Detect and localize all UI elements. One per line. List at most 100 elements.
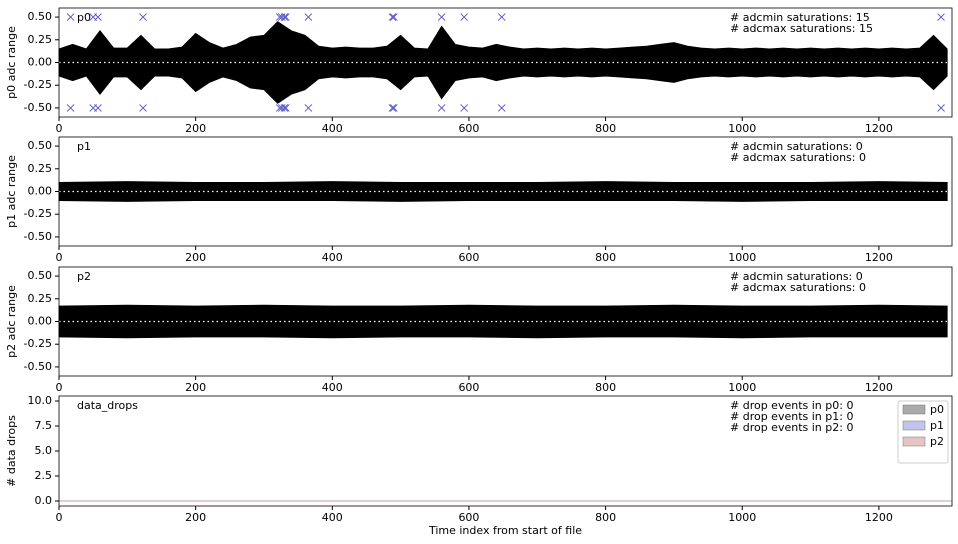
x-tick-label: 800 <box>595 122 616 135</box>
y-axis-label: p1 adc range <box>5 155 18 228</box>
panel-label: p2 <box>77 270 91 283</box>
x-tick-label: 1200 <box>865 511 893 524</box>
x-tick-label: 400 <box>322 511 343 524</box>
y-tick-label: 5.0 <box>35 444 53 457</box>
x-tick-label: 200 <box>185 251 206 264</box>
x-tick-label: 800 <box>595 381 616 394</box>
plot-area <box>59 396 952 506</box>
y-tick-label: -0.50 <box>24 230 52 243</box>
y-tick-label: 10.0 <box>28 394 53 407</box>
legend-label: p2 <box>930 435 944 448</box>
legend-swatch <box>902 420 926 431</box>
panel-label: data_drops <box>77 399 138 412</box>
saturation-marker <box>280 13 289 21</box>
y-tick-label: -0.25 <box>24 337 52 350</box>
y-tick-label: 0.50 <box>28 139 53 152</box>
y-tick-label: 0.50 <box>28 269 53 282</box>
saturation-marker <box>937 13 945 21</box>
x-tick-label: 0 <box>56 251 63 264</box>
x-tick-label: 0 <box>56 381 63 394</box>
x-tick-label: 200 <box>185 511 206 524</box>
y-tick-label: 0.25 <box>28 33 53 46</box>
saturation-marker <box>66 13 75 21</box>
panel: p0 p1 p2 0 200 400 600 800 1000 1200 0.0 2.5 5.0 7.5 1… <box>5 394 953 537</box>
saturation-marker <box>388 104 397 112</box>
y-tick-label: 7.5 <box>35 419 53 432</box>
legend-swatch <box>902 404 926 415</box>
signal-envelope <box>58 321 948 339</box>
saturation-marker <box>388 13 397 21</box>
x-tick-label: 1200 <box>865 251 893 264</box>
x-tick-label: 1200 <box>865 381 893 394</box>
saturation-marker <box>280 104 289 112</box>
x-tick-label: 800 <box>595 511 616 524</box>
y-axis-label: p0 adc range <box>5 26 18 99</box>
annotation: # drop events in p1: 0 <box>730 410 853 423</box>
y-tick-label: 0.50 <box>28 10 53 23</box>
x-axis-label: Time index from start of file <box>428 524 582 537</box>
y-tick-label: -0.50 <box>24 360 52 373</box>
x-tick-label: 200 <box>185 122 206 135</box>
saturation-marker <box>437 104 446 112</box>
saturation-marker <box>139 104 147 112</box>
signal-envelope <box>58 304 948 322</box>
legend-box <box>897 400 949 464</box>
x-tick-label: 1000 <box>728 511 756 524</box>
y-tick-label: 0.25 <box>28 292 53 305</box>
annotation: # adcmin saturations: 0 <box>730 270 863 283</box>
x-tick-label: 0 <box>56 511 63 524</box>
x-tick-label: 1200 <box>865 122 893 135</box>
panel: 0 200 400 600 800 1000 1200 -0.50 -0.25 0.00 0.25 0… <box>5 136 953 264</box>
x-tick-label: 600 <box>458 122 479 135</box>
legend-label: p1 <box>930 419 944 432</box>
x-tick-label: 400 <box>322 122 343 135</box>
x-tick-label: 200 <box>185 381 206 394</box>
panel-label: p0 <box>77 11 91 24</box>
saturation-marker <box>304 13 313 21</box>
x-tick-label: 400 <box>322 251 343 264</box>
legend-label: p0 <box>930 403 944 416</box>
x-tick-label: 600 <box>458 511 479 524</box>
signal-envelope <box>58 181 948 192</box>
y-axis-label: p2 adc range <box>5 285 18 358</box>
panel: 0 200 400 600 800 1000 1200 -0.50 -0.25 0.00 0.25 0… <box>5 7 953 135</box>
y-axis-label: # data drops <box>5 415 18 487</box>
annotation: # drop events in p0: 0 <box>730 399 853 412</box>
y-tick-label: 0.00 <box>28 185 53 198</box>
annotation: # adcmax saturations: 15 <box>730 22 873 35</box>
saturation-marker <box>139 13 147 21</box>
panel-label: p1 <box>77 140 91 153</box>
y-tick-label: 0.00 <box>28 56 53 69</box>
annotation: # drop events in p2: 0 <box>730 421 853 434</box>
x-tick-label: 1000 <box>728 381 756 394</box>
legend-swatch <box>902 436 926 447</box>
x-tick-label: 800 <box>595 251 616 264</box>
y-tick-label: 0.25 <box>28 162 53 175</box>
annotation: # adcmax saturations: 0 <box>730 151 866 164</box>
annotation: # adcmin saturations: 15 <box>730 11 870 24</box>
saturation-marker <box>460 13 469 21</box>
saturation-marker <box>304 104 313 112</box>
saturation-marker <box>94 104 102 112</box>
saturation-marker <box>497 104 506 112</box>
y-tick-label: 0.0 <box>35 494 53 507</box>
saturation-marker <box>94 13 102 21</box>
saturation-marker <box>389 104 398 112</box>
saturation-marker <box>937 104 945 112</box>
y-tick-label: 0.00 <box>28 315 53 328</box>
annotation: # adcmin saturations: 0 <box>730 140 863 153</box>
saturation-marker <box>497 13 506 21</box>
x-tick-label: 400 <box>322 381 343 394</box>
signal-envelope <box>58 191 948 202</box>
y-tick-label: -0.25 <box>24 78 52 91</box>
saturation-marker <box>66 104 75 112</box>
panel: 0 200 400 600 800 1000 1200 -0.50 -0.25 0.00 0.25 0… <box>5 266 953 394</box>
y-tick-label: -0.25 <box>24 207 52 220</box>
x-tick-label: 600 <box>458 251 479 264</box>
x-tick-label: 1000 <box>728 251 756 264</box>
signal-envelope <box>58 21 948 63</box>
saturation-marker <box>460 104 469 112</box>
signal-envelope <box>58 62 948 104</box>
saturation-marker <box>281 13 290 21</box>
